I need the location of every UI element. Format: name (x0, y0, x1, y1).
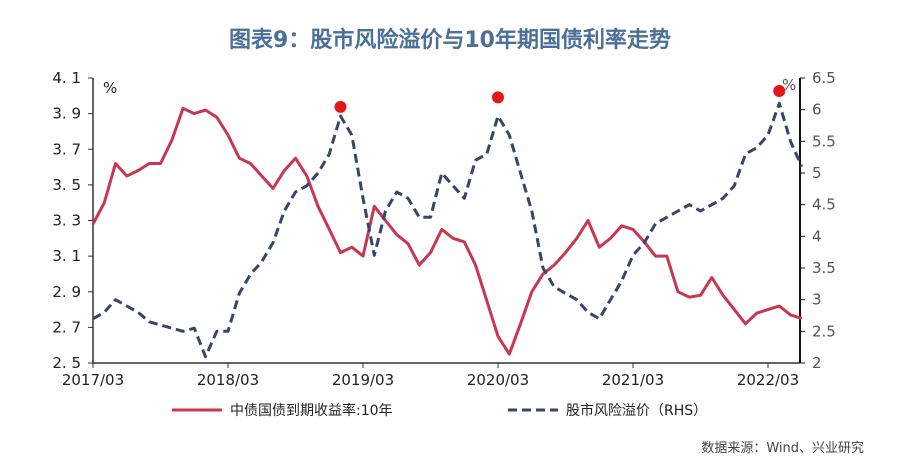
left-tick-label: 2. 9 (52, 283, 81, 301)
left-tick-label: 3. 7 (52, 140, 81, 158)
right-tick-label: 6 (812, 101, 822, 119)
right-tick-label: 2.5 (812, 322, 836, 340)
left-unit-label: % (103, 79, 117, 97)
right-unit-label: % (782, 76, 796, 94)
left-tick-label: 3. 1 (52, 247, 81, 265)
left-tick-label: 2. 5 (52, 354, 81, 372)
right-tick-label: 5 (812, 164, 822, 182)
highlight-peak-marker (334, 100, 347, 113)
x-tick-label: 2017/03 (62, 371, 124, 389)
x-tick-label: 2022/03 (737, 371, 799, 389)
right-tick-label: 4 (812, 227, 822, 245)
highlight-peak-marker (773, 85, 786, 97)
series-line-0 (91, 106, 803, 356)
right-tick-label: 2 (812, 354, 822, 372)
left-tick-label: 4. 1 (52, 69, 81, 87)
left-tick-label: 3. 3 (52, 212, 81, 230)
right-tick-label: 3 (812, 291, 822, 309)
legend-label-1: 股市风险溢价（RHS） (566, 402, 707, 419)
right-tick-label: 3.5 (812, 259, 836, 277)
legend-label-0: 中债国债到期收益率:10年 (230, 402, 393, 419)
right-tick-label: 6.5 (812, 69, 836, 87)
x-tick-label: 2019/03 (332, 371, 394, 389)
series-line-1 (92, 101, 804, 359)
right-tick-label: 5.5 (812, 132, 836, 150)
x-tick-label: 2018/03 (197, 371, 259, 389)
right-tick-label: 4.5 (812, 196, 836, 214)
left-tick-label: 3. 9 (52, 105, 81, 123)
chart-title: 图表9：股市风险溢价与10年期国债利率走势 (229, 28, 671, 53)
x-tick-label: 2020/03 (467, 371, 529, 389)
left-tick-label: 2. 7 (52, 318, 81, 336)
left-tick-label: 3. 5 (52, 176, 81, 194)
x-tick-label: 2021/03 (602, 371, 664, 389)
source-note: 数据来源：Wind、兴业研究 (701, 441, 864, 456)
highlight-peak-marker (492, 91, 504, 104)
